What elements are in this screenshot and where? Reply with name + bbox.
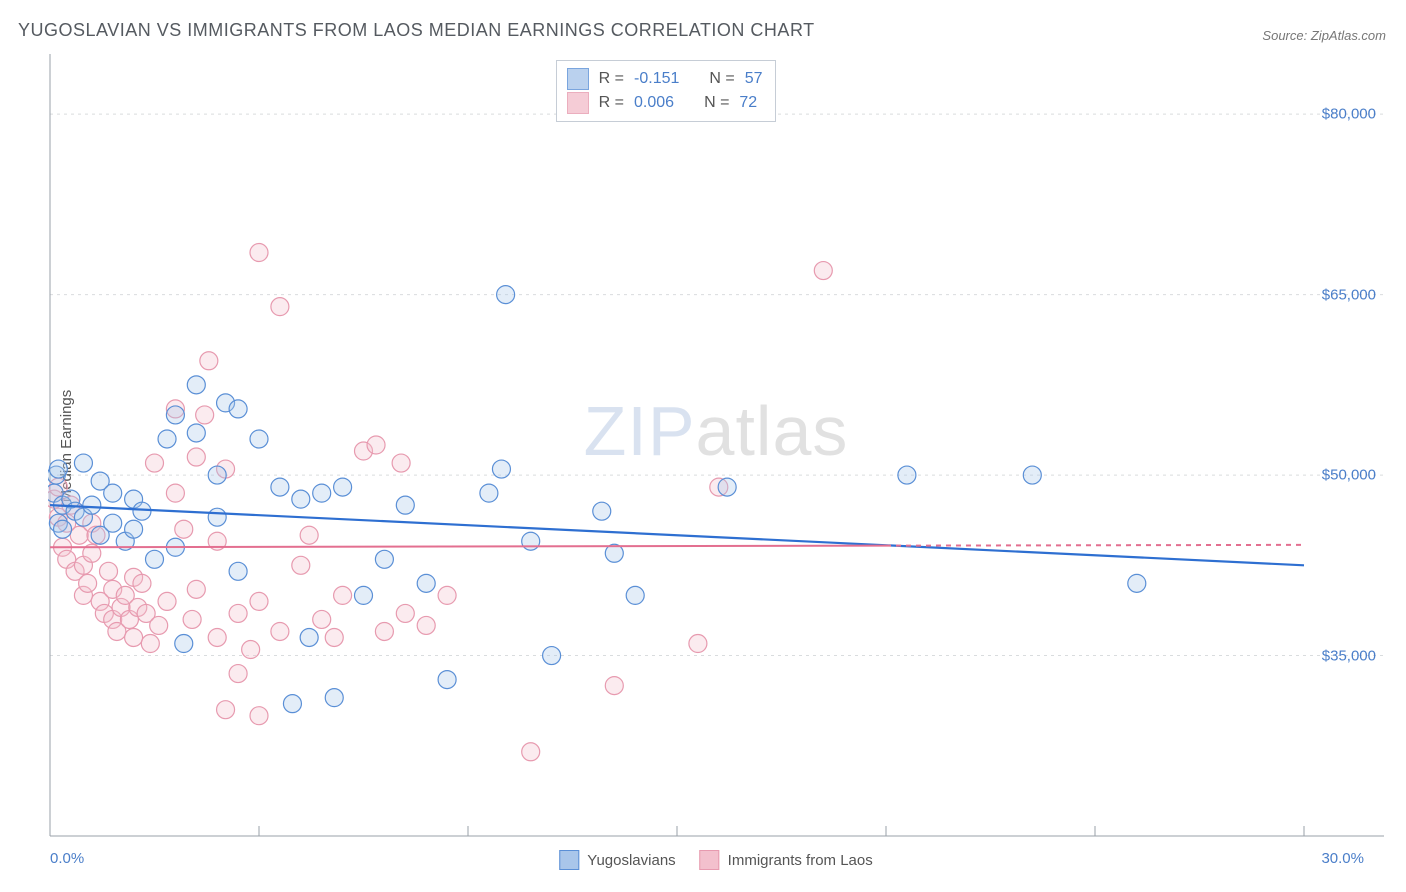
correlation-row: R = 0.006 N = 72 <box>567 91 763 115</box>
y-tick-label: $65,000 <box>1322 286 1376 303</box>
correlation-legend: R =-0.151N =57R =0.006N =72 <box>556 60 776 122</box>
stat-r-label: R = <box>599 67 624 91</box>
chart-container: YUGOSLAVIAN VS IMMIGRANTS FROM LAOS MEDI… <box>0 0 1406 892</box>
stat-n-label: N = <box>709 67 734 91</box>
legend-item-yugoslavians: Yugoslavians <box>559 850 675 870</box>
correlation-swatch <box>567 68 589 90</box>
legend-swatch-laos <box>700 850 720 870</box>
source-credit: Source: ZipAtlas.com <box>1262 28 1386 43</box>
correlation-row: R = -0.151 N = 57 <box>567 67 763 91</box>
stat-r-value: 0.006 <box>634 91 674 115</box>
legend-label-yugoslavians: Yugoslavians <box>587 852 675 869</box>
series-legend: Yugoslavians Immigrants from Laos <box>559 850 872 870</box>
x-axis-row: 0.0% Yugoslavians Immigrants from Laos 3… <box>48 850 1384 880</box>
x-axis-max-label: 30.0% <box>1321 850 1364 867</box>
chart-title: YUGOSLAVIAN VS IMMIGRANTS FROM LAOS MEDI… <box>18 20 815 41</box>
stat-r-value: -0.151 <box>634 67 679 91</box>
legend-swatch-yugoslavians <box>559 850 579 870</box>
stat-n-label: N = <box>704 91 729 115</box>
y-tick-label: $35,000 <box>1322 647 1376 664</box>
y-tick-label: $80,000 <box>1322 106 1376 123</box>
stat-r-label: R = <box>599 91 624 115</box>
plot-area: ZIPatlas R =-0.151N =57R =0.006N =72 $35… <box>48 52 1384 842</box>
stat-n-value: 72 <box>739 91 757 115</box>
scatter-plot-svg <box>48 52 1384 842</box>
legend-label-laos: Immigrants from Laos <box>728 852 873 869</box>
source-site: ZipAtlas.com <box>1311 28 1386 43</box>
source-label: Source: <box>1262 28 1307 43</box>
correlation-swatch <box>567 92 589 114</box>
x-axis-min-label: 0.0% <box>50 850 84 867</box>
y-tick-label: $50,000 <box>1322 467 1376 484</box>
legend-item-laos: Immigrants from Laos <box>700 850 873 870</box>
stat-n-value: 57 <box>745 67 763 91</box>
